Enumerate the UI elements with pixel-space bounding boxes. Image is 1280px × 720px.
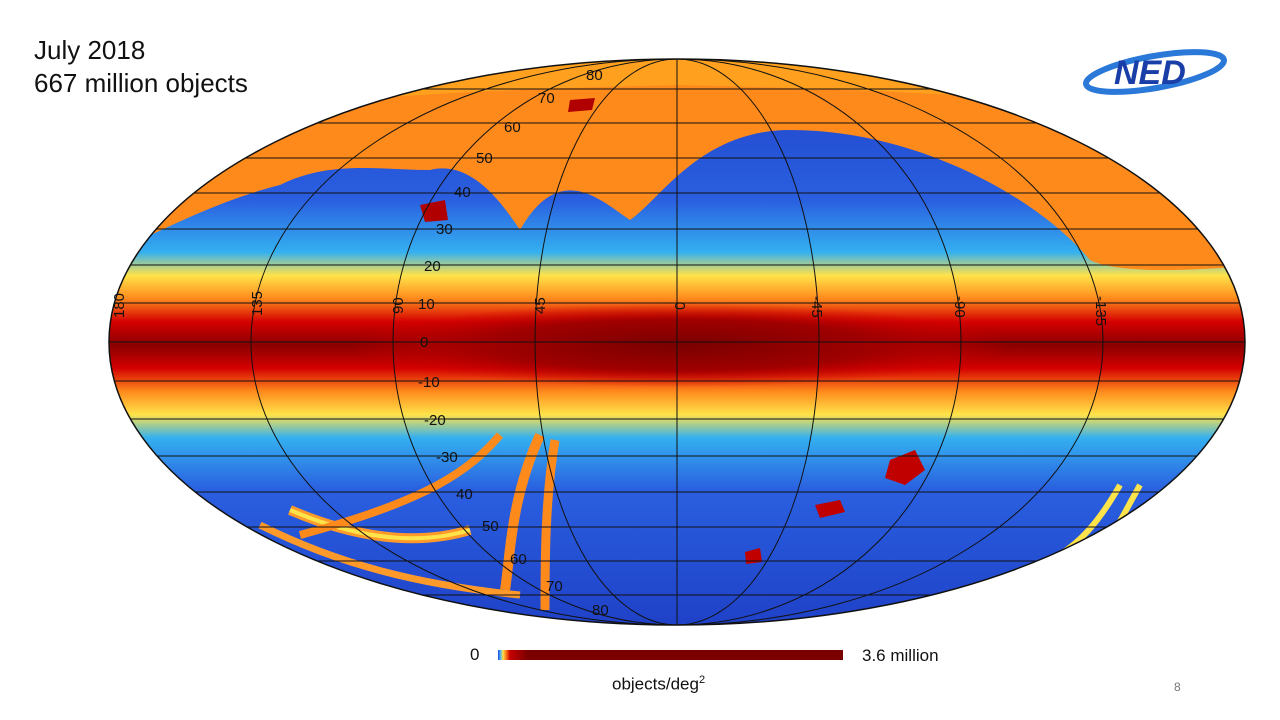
colorbar-min-label: 0 — [470, 645, 480, 664]
lat-label: 50 — [476, 150, 493, 167]
galactic-core — [350, 303, 1010, 387]
lon-label: 180 — [111, 293, 128, 318]
colorbar — [498, 650, 843, 660]
lat-label: 60 — [510, 551, 527, 568]
map-outline — [108, 58, 1246, 626]
lat-label: 80 — [592, 602, 609, 619]
page-number: 8 — [1174, 680, 1181, 694]
lat-label: 40 — [456, 486, 473, 503]
lat-label: 80 — [586, 67, 603, 84]
lat-label: 70 — [546, 578, 563, 595]
ned-logo: NED — [1083, 49, 1227, 95]
lon-label: 0 — [672, 302, 689, 310]
lat-label: 70 — [538, 90, 555, 107]
colorbar-max-label: 3.6 million — [862, 646, 939, 665]
colorbar-unit-superscript: 2 — [698, 674, 706, 686]
lon-label: -45 — [808, 296, 825, 318]
lon-label: -90 — [951, 296, 968, 318]
lat-label: -10 — [418, 374, 440, 391]
north-cap — [109, 59, 1245, 270]
colorbar-unit-label: objects/deg2 — [612, 674, 705, 695]
lat-label: 20 — [424, 258, 441, 275]
longitude-labels: 180 135 90 45 0 -45 -90 -135 — [111, 291, 1109, 326]
lat-label: 30 — [436, 221, 453, 238]
lon-label: -135 — [1092, 296, 1109, 326]
lat-label: 50 — [482, 518, 499, 535]
lon-label: 90 — [390, 297, 407, 314]
lon-label: 135 — [249, 291, 266, 316]
map-grid — [109, 59, 1245, 625]
title-count: 667 million objects — [34, 68, 248, 98]
latitude-labels: 80 70 60 50 40 30 20 10 0 -10 -20 -30 40… — [418, 67, 609, 619]
lon-label: 45 — [532, 297, 549, 314]
lat-label: 60 — [504, 119, 521, 136]
lat-label: -30 — [436, 449, 458, 466]
slide-title: July 2018 667 million objects — [34, 34, 248, 100]
lat-label: -20 — [424, 412, 446, 429]
ned-logo-text: NED — [1114, 54, 1186, 92]
lat-label: 40 — [454, 184, 471, 201]
lat-label: 0 — [420, 334, 428, 351]
title-date: July 2018 — [34, 35, 146, 65]
colorbar-unit-text: objects/deg — [612, 674, 699, 694]
lat-label: 10 — [418, 296, 435, 313]
